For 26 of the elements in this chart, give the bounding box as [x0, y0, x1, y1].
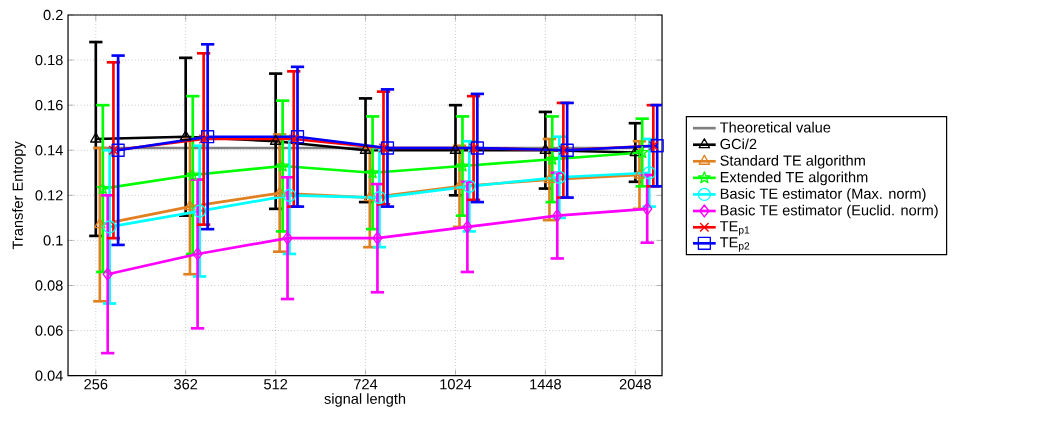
legend-label: Basic TE estimator (Max. norm) — [720, 188, 926, 202]
legend-label: Extended TE algorithm — [720, 171, 868, 186]
y-tick-label: 0.2 — [43, 9, 63, 21]
y-tick-label: 0.14 — [35, 145, 63, 156]
x-tick-label: 1448 — [530, 379, 561, 390]
legend-label: Standard TE algorithm — [720, 155, 865, 169]
y-tick-label: 0.08 — [35, 280, 63, 291]
legend-label: Theoretical value — [720, 121, 831, 133]
y-tick-label: 0.12 — [35, 190, 63, 201]
y-tick-label: 0.18 — [35, 54, 63, 66]
y-tick-label: 0.06 — [35, 325, 63, 336]
x-tick-label: 724 — [354, 379, 378, 390]
x-axis-title: signal length — [324, 393, 406, 407]
x-tick-label: 362 — [174, 379, 198, 390]
x-tick-label: 1024 — [440, 379, 472, 390]
legend-label: TE$_{p2}$ — [720, 237, 750, 252]
x-tick-label: 512 — [264, 379, 288, 390]
y-tick-label: 0.16 — [35, 100, 63, 111]
legend-label: GCi/2 — [720, 138, 757, 150]
legend-label: Basic TE estimator (Euclid. norm) — [720, 204, 938, 219]
x-tick-label: 256 — [84, 379, 108, 390]
y-tick-label: 0.04 — [35, 370, 63, 381]
x-tick-label: 2048 — [619, 379, 651, 390]
legend-label: TE$_{p1}$ — [720, 221, 750, 236]
y-axis-title: Transfer Entropy — [12, 141, 26, 250]
y-tick-label: 0.1 — [43, 235, 63, 246]
